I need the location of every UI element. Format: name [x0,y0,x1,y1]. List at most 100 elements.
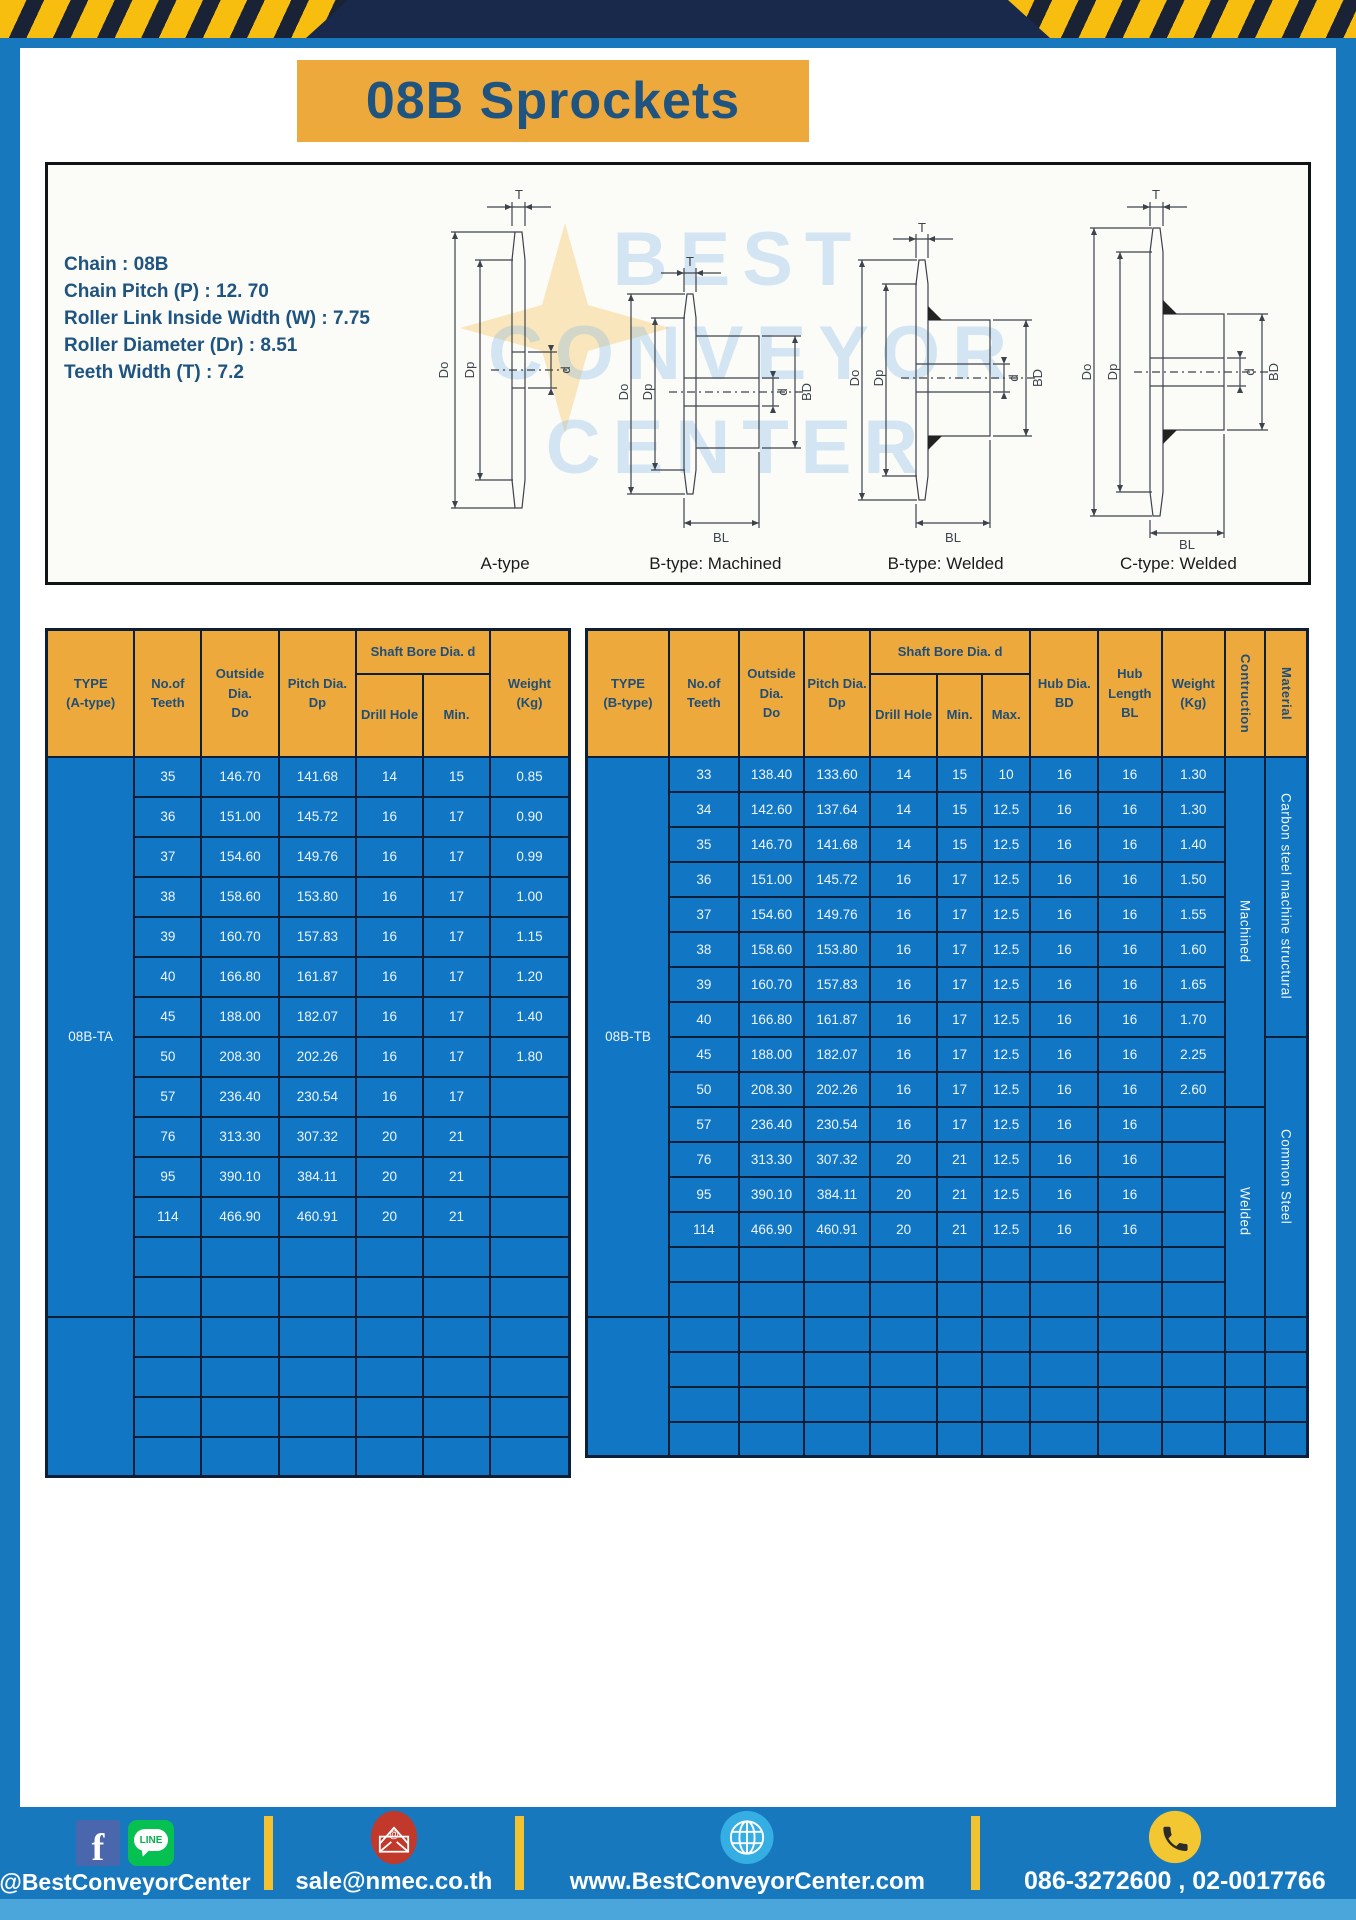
cell: 141.68 [277,755,358,798]
cell: 188.00 [737,1035,806,1073]
sprocket-table-a-type: TYPE (A-type) No.of Teeth Outside Dia. D… [45,628,571,1478]
cell: 466.90 [200,1195,280,1238]
page-title-text: 08B Sprockets [365,72,741,130]
cell: 21 [422,1195,491,1238]
cell: 95 [667,1175,740,1213]
col-header-type: TYPE (A-type) [45,628,136,758]
cell: 12.5 [980,1175,1032,1213]
sprocket-drawing-a-type: T Do Dp d A-type [425,186,585,574]
table-row: 36 151.00 145.72 16 17 12.5 16 16 1.50 [587,860,1308,898]
cell: 154.60 [200,835,280,878]
table-row: 36 151.00 145.72 16 17 0.90 [47,795,571,838]
cell: 16 [1029,895,1100,933]
cell: 21 [936,1210,983,1248]
svg-text:@: @ [389,1830,399,1841]
cell: 16 [355,875,425,918]
table-row [587,1420,1309,1458]
cell [200,1315,280,1358]
footer-bottom-strip [0,1899,1356,1920]
cell: 141.68 [803,825,871,863]
cell [980,1245,1032,1283]
variant-label: C-type: Welded [1119,554,1237,573]
cell [1029,1350,1100,1388]
cell [803,1315,871,1353]
svg-text:BL: BL [713,530,729,545]
cell [277,1235,358,1278]
cell [868,1385,939,1423]
cell: 50 [667,1070,740,1108]
cell: 12.5 [980,1210,1032,1248]
cell [980,1420,1032,1458]
cell: 158.60 [200,875,280,918]
watermark-line: CONVEYOR [488,311,1019,396]
cell [868,1280,939,1318]
cell: 12.5 [980,1140,1032,1178]
cell [488,1435,571,1478]
cell: 21 [936,1140,983,1178]
cell: 1.20 [488,955,571,998]
line-label: LINE [139,1834,163,1846]
cell: 16 [1029,790,1100,828]
cell: 307.32 [803,1140,871,1178]
cell [1029,1245,1100,1283]
cell: 1.65 [1160,965,1226,1003]
table-row [47,1435,571,1478]
spec-line: Chain Pitch (P) : 12. 70 [64,281,269,302]
cell: 313.30 [200,1115,280,1158]
col-header-teeth: No.of Teeth [667,628,740,758]
email-icon[interactable]: @ [369,1810,419,1865]
cell: 160.70 [200,915,280,958]
facebook-icon[interactable]: f [76,1820,120,1866]
email-address[interactable]: sale@nmec.co.th [295,1868,493,1895]
cell [488,1235,571,1278]
cell [422,1275,491,1318]
cell: 1.55 [1160,895,1226,933]
cell: 15 [936,825,983,863]
cell [737,1315,806,1353]
phone-numbers[interactable]: 086-3272600 , 02-0017766 [1024,1867,1326,1895]
cell: 20 [355,1195,425,1238]
cell [488,1155,571,1198]
cell [980,1350,1032,1388]
social-icons: f LINE [76,1820,174,1866]
table-row: 38 158.60 153.80 16 17 12.5 16 16 1.60 [587,930,1308,968]
cell [422,1315,491,1358]
col-header-pitch-dia: Pitch Dia. Dp [277,628,358,758]
table-row [47,1275,571,1318]
cell: 37 [667,895,740,933]
cell: 16 [355,835,425,878]
table-row: 08B-TA 35 146.70 141.68 14 15 0.85 [45,755,571,1318]
cell: 1.30 [1160,790,1226,828]
cell [737,1245,806,1283]
cell: 161.87 [277,955,358,998]
phone-icon[interactable] [1147,1810,1203,1864]
cell: 40 [133,955,203,998]
cell: 17 [936,1070,983,1108]
footer-contact-bar: f LINE @BestConveyorCenter @ sale@nmec.c… [0,1807,1356,1899]
svg-text:d: d [775,388,790,395]
cell: 1.50 [1160,860,1226,898]
cell [667,1385,740,1423]
cell [980,1315,1032,1353]
line-icon[interactable]: LINE [128,1820,174,1866]
website-url[interactable]: www.BestConveyorCenter.com [569,1868,925,1895]
cell: 16 [868,1105,939,1143]
svg-text:d: d [1242,368,1257,375]
cell: 21 [936,1175,983,1213]
cell: 230.54 [277,1075,358,1118]
cell: 208.30 [200,1035,280,1078]
cell: 16 [355,1035,425,1078]
table-header-row: TYPE (B-type) No.of Teeth Outside Dia. D… [585,628,1309,758]
span-cell: Welded [1223,1105,1267,1318]
cell: 16 [1029,1000,1100,1038]
svg-text:Dp: Dp [462,362,477,379]
social-handle[interactable]: @BestConveyorCenter [0,1869,251,1895]
cell: 12.5 [980,860,1032,898]
watermark-text: BEST CONVEYOR CENTER [488,213,1019,495]
cell: 16 [1029,755,1100,793]
cell: 20 [868,1140,939,1178]
cell [200,1275,280,1318]
cell [1097,1385,1163,1423]
table-row: 39 160.70 157.83 16 17 12.5 16 16 1.65 [587,965,1308,1003]
globe-icon[interactable] [719,1810,775,1865]
